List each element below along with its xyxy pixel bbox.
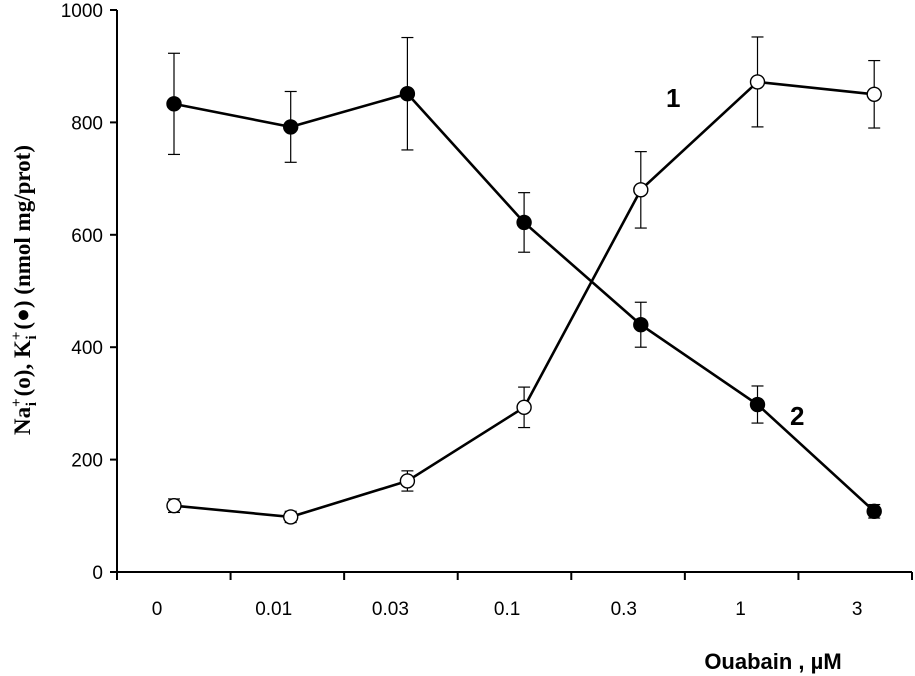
data-point bbox=[283, 509, 299, 525]
y-title-part: Na bbox=[10, 406, 35, 435]
y-title-subscript: i bbox=[24, 335, 40, 339]
y-tick-label: 800 bbox=[71, 113, 103, 134]
y-title-subscript: i bbox=[24, 402, 40, 406]
x-tick-label: 0.1 bbox=[494, 599, 520, 620]
data-point bbox=[516, 214, 532, 231]
y-tick-label: 600 bbox=[71, 226, 103, 247]
data-point bbox=[866, 86, 882, 103]
data-point bbox=[166, 497, 182, 514]
series-layer bbox=[166, 36, 882, 525]
data-point bbox=[399, 473, 416, 489]
y-tick-label: 200 bbox=[71, 451, 103, 472]
x-tick-label: 0.3 bbox=[611, 599, 637, 620]
x-tick-label: 0.01 bbox=[255, 599, 292, 620]
y-title-superscript: + bbox=[9, 398, 25, 407]
x-tick-label: 0 bbox=[152, 599, 163, 620]
series-1 bbox=[166, 36, 882, 525]
axes bbox=[116, 10, 912, 573]
series-1-label: 1 bbox=[666, 83, 680, 113]
series-2-label: 2 bbox=[790, 401, 804, 431]
x-tick-label: 3 bbox=[852, 599, 863, 620]
y-title-superscript: + bbox=[9, 332, 25, 341]
x-tick-label: 0.03 bbox=[372, 599, 409, 620]
y-tick-label: 1000 bbox=[61, 1, 103, 22]
y-title-part: (●) (nmol mg/prot) bbox=[10, 145, 35, 335]
data-point bbox=[633, 317, 649, 333]
x-axis-title: Ouabain , µM bbox=[704, 649, 841, 674]
series-2-line bbox=[173, 92, 876, 513]
x-ticks: 0 0.01 0.03 0.1 0.3 1 3 bbox=[116, 572, 913, 620]
series-1-line bbox=[173, 80, 875, 519]
data-point bbox=[749, 396, 766, 413]
data-point bbox=[283, 119, 299, 135]
data-point bbox=[866, 503, 882, 520]
y-axis-title: Na+i (o), K+i (●) (nmol mg/prot) bbox=[9, 145, 40, 435]
data-point bbox=[749, 74, 766, 90]
data-point bbox=[516, 399, 532, 416]
data-point bbox=[633, 182, 649, 198]
x-tick-label: 1 bbox=[735, 599, 746, 620]
y-tick-label: 0 bbox=[92, 563, 103, 584]
y-tick-label: 400 bbox=[71, 338, 103, 359]
data-point bbox=[399, 86, 416, 102]
data-point bbox=[166, 96, 182, 112]
series-2 bbox=[166, 36, 882, 520]
y-ticks: 0 200 400 600 800 1000 bbox=[61, 1, 117, 584]
y-title-part: (o), K bbox=[10, 340, 35, 402]
